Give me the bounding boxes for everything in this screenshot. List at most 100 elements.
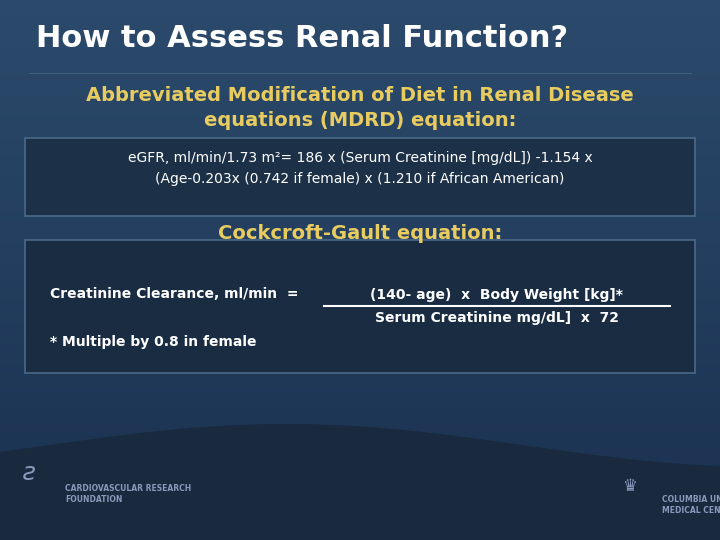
Text: eGFR, ml/min/1.73 m²= 186 x (Serum Creatinine [mg/dL]) -1.154 x
(Age-0.203x (0.7: eGFR, ml/min/1.73 m²= 186 x (Serum Creat… (127, 151, 593, 186)
Bar (0, 281, 720, 286)
Bar (0, 76, 720, 81)
Text: ƨ: ƨ (22, 461, 35, 484)
Text: COLUMBIA UNIVERSITY
MEDICAL CENTER: COLUMBIA UNIVERSITY MEDICAL CENTER (662, 495, 720, 515)
Bar (0, 254, 720, 259)
Bar (0, 508, 720, 513)
Bar (0, 286, 720, 292)
Bar (0, 59, 720, 65)
Bar (0, 27, 720, 32)
Bar (0, 313, 720, 319)
Bar (0, 184, 720, 189)
Bar (0, 22, 720, 27)
Bar (0, 162, 720, 167)
Bar (0, 513, 720, 518)
Bar (0, 297, 720, 302)
Text: Creatinine Clearance, ml/min  =: Creatinine Clearance, ml/min = (50, 287, 299, 301)
Bar (0, 5, 720, 11)
Bar (0, 454, 720, 459)
Bar (0, 529, 720, 535)
Bar (0, 481, 720, 486)
Bar (0, 410, 720, 416)
Bar (0, 173, 720, 178)
Bar (0, 308, 720, 313)
Bar (0, 302, 720, 308)
Bar (0, 243, 720, 248)
Bar (0, 103, 720, 108)
Bar (0, 335, 720, 340)
Bar (0, 421, 720, 427)
Bar (0, 265, 720, 270)
Bar (0, 351, 720, 356)
Bar (0, 459, 720, 464)
Bar (0, 238, 720, 243)
Bar (0, 383, 720, 389)
Bar (0, 92, 720, 97)
Bar (0, 54, 720, 59)
Bar (0, 432, 720, 437)
Bar (0, 205, 720, 211)
Bar (0, 346, 720, 351)
Bar (0, 97, 720, 103)
Bar (0, 356, 720, 362)
Bar (0, 232, 720, 238)
Bar (0, 140, 720, 146)
Bar (0, 157, 720, 162)
Bar (0, 130, 720, 135)
Text: (140- age)  x  Body Weight [kg]*: (140- age) x Body Weight [kg]* (370, 288, 624, 302)
Text: Serum Creatinine mg/dL]  x  72: Serum Creatinine mg/dL] x 72 (375, 311, 618, 325)
Bar (0, 362, 720, 367)
Bar (0, 275, 720, 281)
Bar (0, 524, 720, 529)
Bar (0, 518, 720, 524)
Bar (0, 427, 720, 432)
Bar (0, 248, 720, 254)
FancyBboxPatch shape (25, 138, 695, 216)
Bar (0, 178, 720, 184)
Bar (0, 221, 720, 227)
Bar (0, 292, 720, 297)
Text: * Multiple by 0.8 in female: * Multiple by 0.8 in female (50, 335, 257, 349)
Bar (0, 378, 720, 383)
Bar (0, 470, 720, 475)
Polygon shape (0, 424, 720, 540)
Bar (0, 65, 720, 70)
Bar (0, 81, 720, 86)
Bar (0, 146, 720, 151)
FancyBboxPatch shape (25, 240, 695, 373)
Bar (0, 124, 720, 130)
Bar (0, 443, 720, 448)
Bar (0, 108, 720, 113)
Bar (0, 216, 720, 221)
Bar (0, 259, 720, 265)
Bar (0, 486, 720, 491)
Bar (0, 227, 720, 232)
Bar (0, 32, 720, 38)
Bar (0, 373, 720, 378)
Bar (0, 319, 720, 324)
Text: Cockcroft-Gault equation:: Cockcroft-Gault equation: (218, 224, 502, 243)
Bar (0, 502, 720, 508)
Bar (0, 437, 720, 443)
Bar (0, 135, 720, 140)
Bar (0, 43, 720, 49)
Bar (0, 151, 720, 157)
Bar (0, 394, 720, 400)
Bar (0, 416, 720, 421)
Bar (0, 86, 720, 92)
Bar (0, 389, 720, 394)
Text: ♛: ♛ (623, 477, 637, 495)
Bar (0, 119, 720, 124)
Bar (0, 405, 720, 410)
Bar (0, 329, 720, 335)
Bar (0, 0, 720, 5)
Bar (0, 340, 720, 346)
Text: CARDIOVASCULAR RESEARCH
FOUNDATION: CARDIOVASCULAR RESEARCH FOUNDATION (65, 484, 191, 504)
Text: How to Assess Renal Function?: How to Assess Renal Function? (36, 24, 568, 53)
Bar (0, 113, 720, 119)
Bar (0, 194, 720, 200)
Bar (0, 464, 720, 470)
Bar (0, 491, 720, 497)
Bar (0, 211, 720, 216)
Bar (0, 535, 720, 540)
Bar (0, 189, 720, 194)
